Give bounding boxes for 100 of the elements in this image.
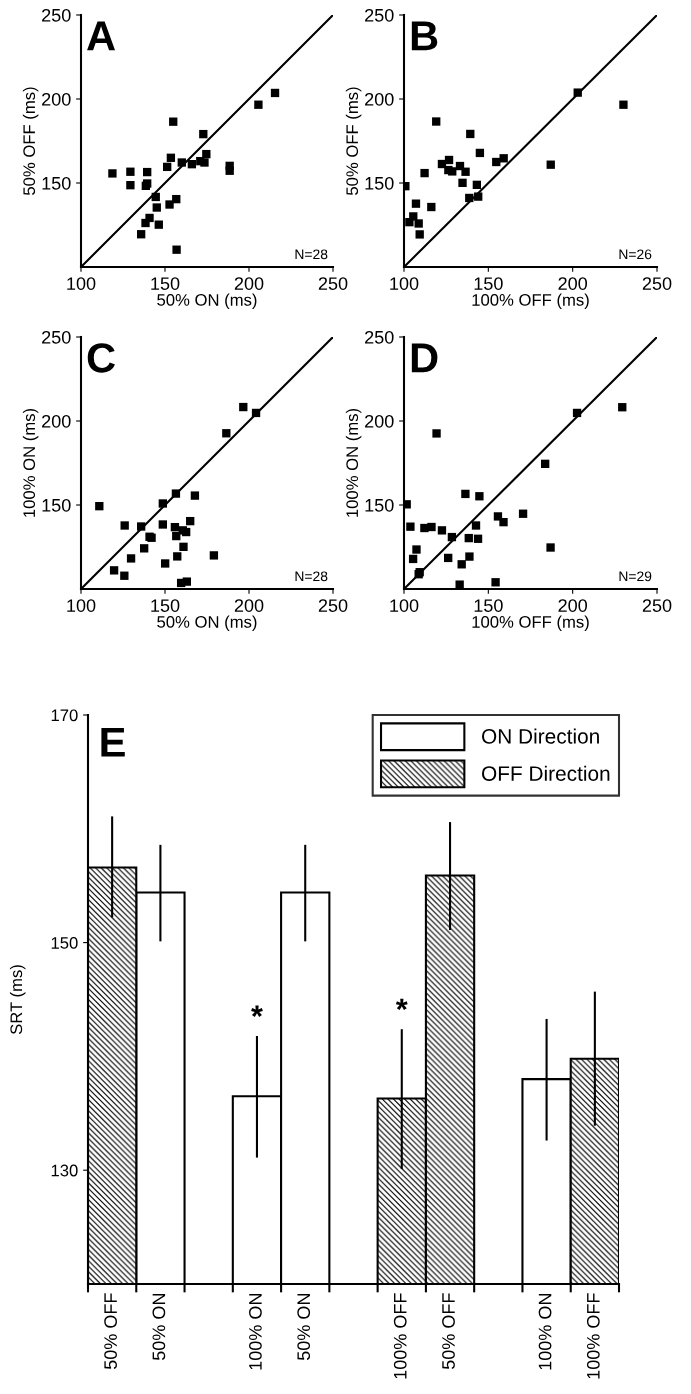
y-tick-label: 150 — [365, 498, 394, 512]
point — [182, 577, 192, 586]
point — [444, 553, 453, 563]
point — [120, 571, 129, 580]
legend-label: OFF Direction — [482, 765, 610, 781]
y-tick-label: 200 — [42, 414, 71, 428]
x-tick-label: 100% ON — [249, 1294, 262, 1370]
point — [546, 160, 555, 169]
point — [199, 129, 208, 139]
chart-title: E — [101, 727, 125, 757]
point — [222, 429, 231, 438]
point — [108, 169, 117, 178]
point — [541, 459, 550, 469]
y-axis-title: SRT (ms) — [9, 965, 26, 1035]
annotation: * — [251, 1005, 263, 1017]
y-tick-label: 250 — [42, 330, 71, 344]
x-tick-label: 200 — [558, 599, 588, 612]
y-tick-label: 200 — [365, 414, 394, 428]
point — [414, 219, 423, 228]
chart-title: C — [87, 343, 115, 373]
point — [455, 580, 464, 589]
chart-title: D — [411, 343, 438, 373]
x-tick-label: 100% OFF — [393, 1293, 407, 1379]
point — [499, 517, 508, 527]
y-tick-label: 150 — [365, 176, 394, 190]
point — [458, 178, 467, 187]
point — [169, 117, 178, 126]
y-axis-title: 50% OFF (ms) — [22, 87, 39, 195]
point — [492, 157, 501, 167]
point — [254, 100, 263, 109]
x-tick-label: 150 — [151, 599, 180, 612]
x-tick-label: 150 — [474, 277, 503, 290]
point — [427, 202, 436, 212]
y-tick-label: 250 — [42, 8, 71, 22]
x-tick-label: 150 — [474, 599, 503, 612]
point — [187, 160, 197, 169]
point — [251, 408, 261, 418]
x-tick-label: 100 — [390, 277, 419, 290]
point — [209, 551, 219, 560]
point — [412, 545, 421, 554]
x-tick-label: 100 — [67, 277, 96, 290]
point — [152, 203, 161, 212]
y-tick-label: 250 — [365, 8, 394, 22]
x-tick-label: 100% ON — [538, 1294, 552, 1370]
x-axis-title: 100% OFF (ms) — [472, 615, 589, 632]
point — [415, 230, 424, 239]
point — [447, 532, 457, 542]
point — [177, 158, 186, 167]
annotation: N=28 — [295, 249, 328, 260]
point — [186, 516, 195, 526]
point — [518, 509, 528, 518]
point — [499, 154, 508, 163]
point — [432, 429, 441, 438]
point — [573, 88, 582, 97]
point — [161, 559, 170, 568]
point — [109, 566, 119, 575]
point — [95, 502, 104, 511]
y-tick-label: 250 — [365, 330, 394, 344]
point — [475, 492, 484, 501]
point — [404, 500, 411, 509]
point — [136, 230, 146, 239]
point — [136, 522, 146, 531]
point — [158, 499, 167, 508]
point — [457, 560, 466, 569]
point — [475, 148, 485, 158]
point — [140, 544, 149, 553]
point — [172, 531, 181, 541]
point — [471, 521, 481, 530]
legend-label: ON Direction — [482, 728, 599, 744]
point — [411, 199, 421, 208]
x-tick-label: 100% OFF — [586, 1293, 600, 1379]
y-axis-title: 100% ON (ms) — [22, 408, 39, 517]
point — [619, 100, 628, 109]
y-axis-title: 50% OFF (ms) — [345, 87, 362, 195]
point — [170, 523, 180, 532]
point — [472, 180, 482, 190]
point — [408, 554, 418, 564]
point — [120, 521, 129, 530]
y-tick-label: 150 — [51, 937, 78, 949]
point — [427, 522, 436, 532]
point — [158, 520, 167, 529]
point — [444, 155, 454, 165]
point — [437, 526, 447, 535]
y-tick-label: 170 — [51, 709, 78, 722]
x-tick-label: 200 — [234, 277, 264, 290]
point — [420, 168, 429, 178]
point — [491, 578, 500, 587]
point — [172, 194, 181, 204]
point — [473, 534, 483, 543]
chart-title: A — [87, 21, 116, 51]
x-tick-label: 200 — [558, 277, 588, 290]
point — [179, 542, 188, 551]
point — [190, 491, 200, 500]
x-tick-label: 150 — [151, 277, 180, 290]
point — [126, 181, 135, 190]
x-tick-label: 250 — [318, 599, 348, 612]
x-tick-label: 250 — [642, 599, 672, 612]
x-tick-label: 200 — [234, 599, 264, 612]
point — [270, 88, 280, 98]
annotation: N=29 — [619, 571, 652, 582]
